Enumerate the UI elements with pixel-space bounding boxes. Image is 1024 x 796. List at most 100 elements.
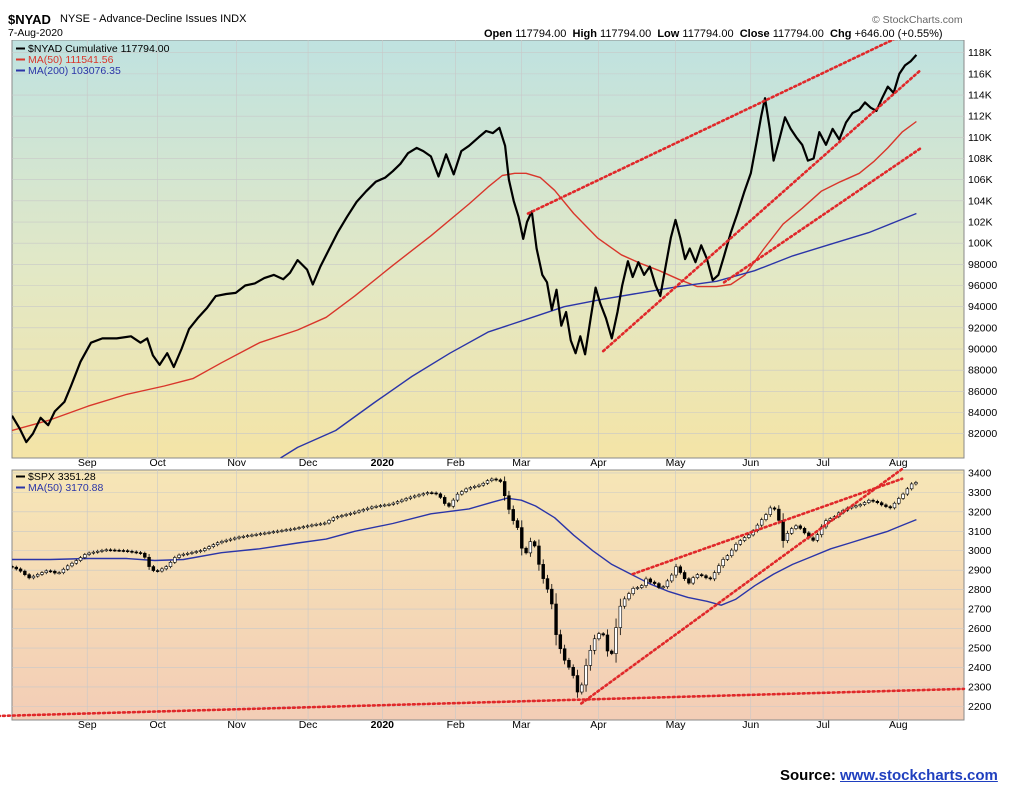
spx-candle-body [738,540,742,545]
spx-candle-body [143,552,147,558]
spx-candle-body [344,514,348,516]
spx-candle-body [635,587,640,589]
spx-candle-body [695,574,700,579]
spx-candle-body [674,566,678,576]
spx-candle-body [815,534,820,541]
open-value: 117794.00 [515,28,567,40]
spx-candle-body [734,543,738,551]
spx-candle-body [138,552,143,554]
spx-candle-body [622,598,627,607]
low-value: 117794.00 [682,28,734,40]
nyad-y-tick-label: 94000 [968,301,997,313]
spx-candle-body [125,550,130,553]
spx-candle-body [155,570,160,572]
spx-candle-body [627,593,631,600]
spx-candle-body [451,499,455,507]
spx-candle-body [160,568,164,572]
nyad-y-tick-label: 90000 [968,344,997,356]
spx-legend-label: $SPX 3351.28 [28,471,96,483]
spx-candle-body [87,552,91,555]
nyad-price-line [12,54,918,444]
spx-candle-body [789,528,794,534]
spx-candle-body [335,516,340,519]
spx-candle-body [897,498,901,504]
spx-candle-body [871,499,875,502]
spx-candle-body [314,524,318,526]
nyad-x-tick-label: Nov [227,457,246,469]
nyad-y-tick-label: 104K [968,195,993,207]
spx-candle-body [785,533,790,541]
nyad-y-tick-label: 100K [968,238,993,250]
chart-date: 7-Aug-2020 [8,27,63,39]
spx-candle-body [580,684,584,693]
spx-candle-body [305,525,310,528]
spx-candle-body [854,505,858,508]
spx-candle-body [764,514,768,520]
nyad-x-tick-label: May [666,457,687,469]
spx-candle-body [400,499,404,502]
nyad-legend-label: $NYAD Cumulative 117794.00 [28,43,170,55]
spx-candle-body [631,588,635,594]
nyad-y-tick-label: 82000 [968,428,997,440]
spx-candle-body [819,526,824,535]
spx-candle-body [36,574,40,577]
spx-candle-body [12,566,14,568]
spx-x-tick-label: Aug [889,719,908,731]
spx-y-tick-label: 3200 [968,506,992,518]
high-label: High [572,28,597,40]
spx-candle-body [57,572,61,575]
spx-candle-body [104,549,108,552]
open-label: Open [484,28,513,40]
spx-candle-body [665,580,670,588]
spx-candle-body [575,675,580,693]
spx-candle-body [215,542,220,546]
spx-candle-body [263,532,267,535]
spx-candle-body [284,529,288,532]
spx-candle-body [417,494,421,497]
spx-candle-body [588,650,593,666]
nyad-y-tick-label: 88000 [968,365,997,377]
spx-candle-body [280,530,284,532]
spx-candle-body [361,509,365,512]
spx-candle-body [524,547,528,554]
spx-candle-body [434,492,438,495]
nyad-y-tick-label: 102K [968,217,993,229]
spx-candle-body [520,527,524,549]
spx-candle-body [485,480,490,484]
spx-candle-body [494,478,498,481]
spx-candle-body [365,507,370,510]
spx-candle-body [777,508,781,521]
spx-candle-body [117,549,121,552]
spx-candle-body [421,493,425,496]
spx-x-tick-label: Feb [447,719,465,731]
spx-candle-body [53,570,57,574]
spx-x-tick-label: Jul [816,719,829,731]
spx-candle-body [108,549,113,552]
nyad-legend-label: MA(200) 103076.35 [28,65,121,77]
spx-x-tick-label: Jun [742,719,759,731]
spx-candle-body [318,523,323,526]
nyad-y-tick-label: 118K [968,47,992,59]
spx-candle-body [597,633,601,640]
spx-candle-body [233,537,237,540]
spx-y-tick-label: 2600 [968,623,992,635]
nyad-y-tick-label: 96000 [968,280,997,292]
nyad-y-tick-label: 116K [968,68,992,80]
spx-candle-body [537,545,541,565]
spx-candle-body [472,486,477,488]
spx-candle-body [258,533,263,536]
spx-candle-body [811,537,815,541]
spx-candle-body [909,483,914,490]
spx-candle-body [121,550,126,552]
spx-candle-body [742,537,747,541]
spx-candle-body [177,554,181,558]
spx-candle-body [241,536,246,538]
nyad-x-tick-label: Oct [149,457,165,469]
spx-candle-body [592,638,597,651]
symbol-description: NYSE - Advance-Decline Issues INDX [60,13,247,25]
spx-y-tick-label: 3000 [968,545,992,557]
nyad-y-tick-label: 108K [968,153,993,165]
source-link[interactable]: www.stockcharts.com [840,767,998,784]
symbol-label: $NYAD [8,12,51,27]
spx-y-tick-label: 2400 [968,662,992,674]
